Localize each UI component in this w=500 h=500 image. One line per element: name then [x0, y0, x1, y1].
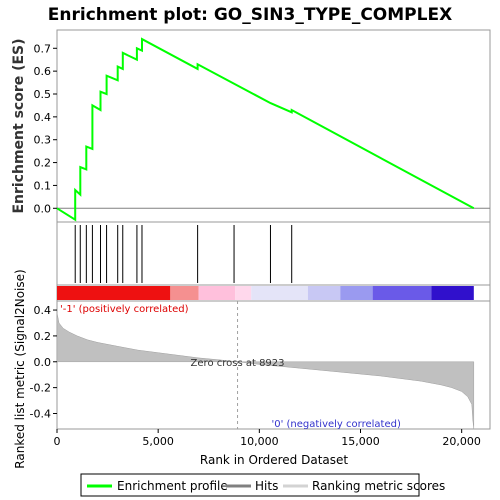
- color-bar-segment: [198, 286, 236, 300]
- ranking-y-tick-label: 0.4: [34, 304, 52, 317]
- positive-correlation-label: '-1' (positively correlated): [60, 304, 189, 315]
- negative-correlation-label: '0' (negatively correlated): [271, 419, 400, 430]
- color-bar-segment: [431, 286, 474, 300]
- x-axis-label: Rank in Ordered Dataset: [200, 453, 348, 467]
- es-y-tick-label: 0.6: [34, 65, 52, 78]
- es-y-tick-label: 0.0: [34, 202, 52, 215]
- es-panel: 0.0 0.1 0.2 0.3 0.4 0.5 0.6 0.7 Enrichment scor…: [11, 29, 491, 223]
- es-profile-line: [56, 37, 475, 222]
- es-y-tick-label: 0.4: [34, 111, 52, 124]
- ranking-y-tick-label: -0.4: [30, 407, 51, 420]
- color-bar-segment: [307, 286, 341, 300]
- x-tick-label: 5,000: [142, 435, 174, 448]
- x-axis-ticks: 0 5,000 10,000 15,000 20,000: [54, 429, 481, 448]
- legend-enrichment-label: Enrichment profile: [117, 479, 228, 493]
- ranking-y-axis-label: Ranked list metric (Signal2Noise): [13, 269, 27, 468]
- es-y-tick-label: 0.2: [34, 157, 52, 170]
- es-y-axis-label: Enrichment score (ES): [11, 38, 27, 213]
- ranking-y-tick-label: 0.2: [34, 330, 52, 343]
- hit-marks: [74, 225, 293, 283]
- legend-ranking-label: Ranking metric scores: [312, 479, 445, 493]
- x-tick-label: 15,000: [341, 435, 380, 448]
- ranking-y-tick-label: 0.0: [34, 356, 52, 369]
- es-y-tick-label: 0.7: [34, 42, 52, 55]
- zero-cross-label: Zero cross at 8923: [191, 358, 285, 369]
- x-tick-label: 10,000: [240, 435, 279, 448]
- es-panel-frame: [56, 29, 491, 223]
- color-bar-segment: [235, 286, 252, 300]
- ranking-y-ticks: -0.4 -0.2 0.0 0.2 0.4: [30, 304, 57, 420]
- rank-color-bar: [56, 284, 491, 302]
- color-bar-segment: [340, 286, 373, 300]
- color-bar-segment: [57, 286, 171, 300]
- ranking-panel: -0.4 -0.2 0.0 0.2 0.4 '-1' (positively corre…: [13, 269, 491, 469]
- x-tick-label: 0: [54, 435, 61, 448]
- color-bar-segment: [170, 286, 199, 300]
- hits-panel-frame: [56, 221, 491, 286]
- legend-hits-label: Hits: [255, 479, 278, 493]
- color-bar-segment: [372, 286, 432, 300]
- legend: Enrichment profile Hits Ranking metric s…: [80, 473, 445, 497]
- chart-title: Enrichment plot: GO_SIN3_TYPE_COMPLEX: [48, 5, 452, 25]
- es-y-tick-label: 0.1: [34, 179, 52, 192]
- es-y-tick-label: 0.5: [34, 88, 52, 101]
- ranking-y-tick-label: -0.2: [30, 382, 51, 395]
- x-tick-label: 20,000: [442, 435, 481, 448]
- hits-panel: [56, 221, 491, 286]
- color-bar-segments: [57, 286, 474, 300]
- color-bar-segment: [251, 286, 308, 300]
- es-y-tick-label: 0.3: [34, 134, 52, 147]
- es-y-ticks: 0.0 0.1 0.2 0.3 0.4 0.5 0.6 0.7: [34, 42, 57, 215]
